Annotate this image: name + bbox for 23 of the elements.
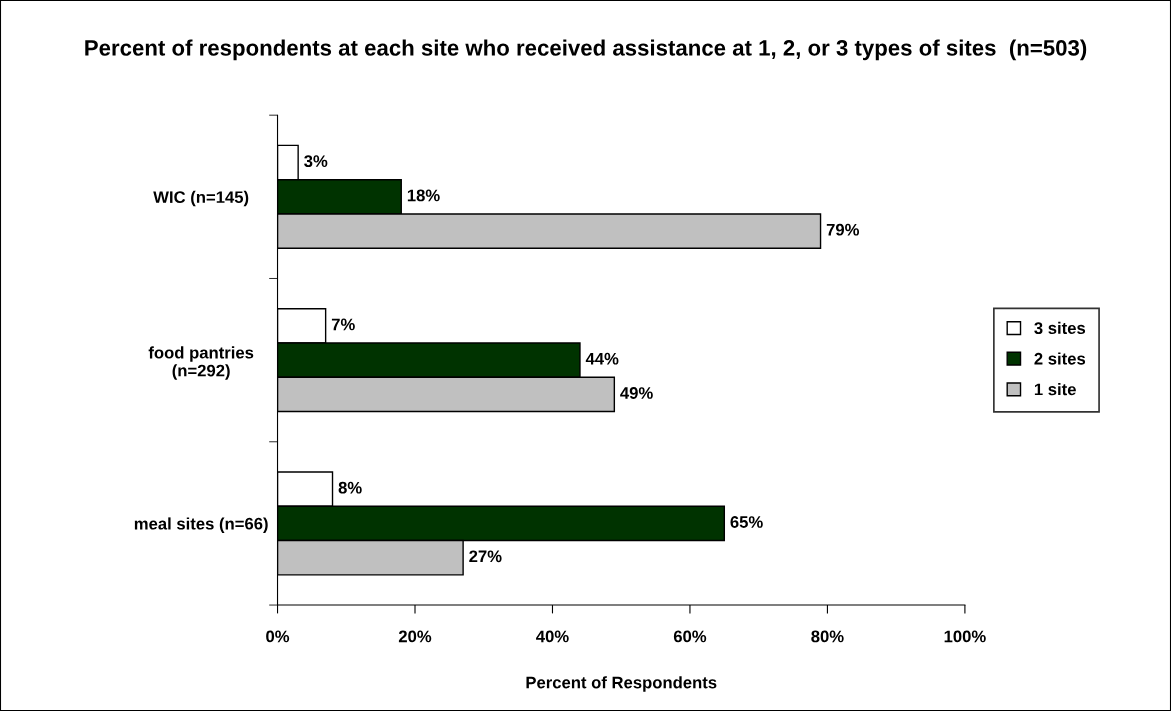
x-axis-title: Percent of Respondents (526, 676, 717, 692)
data-label: 44% (585, 352, 619, 365)
x-tick-label: 80% (811, 630, 844, 643)
legend-label: 2 sites (1034, 352, 1086, 365)
data-label: 49% (620, 387, 653, 399)
x-tick-label: 40% (536, 630, 569, 643)
data-label: 18% (407, 189, 440, 202)
data-label: 3% (304, 155, 328, 168)
data-label: 7% (331, 318, 355, 331)
x-tick-label: 20% (398, 630, 432, 643)
data-label: 8% (338, 481, 362, 494)
legend-label: 1 site (1034, 383, 1076, 396)
y-tick-label: meal sites (n=66) (134, 517, 268, 533)
y-tick-label: food pantries (n=292) (148, 346, 254, 380)
data-label: 65% (730, 516, 763, 528)
legend-label: 3 sites (1034, 321, 1086, 335)
data-label: 79% (826, 223, 860, 236)
x-tick-label: 60% (673, 630, 707, 643)
data-label: 27% (469, 550, 502, 563)
y-tick-label: WIC (n=145) (153, 190, 249, 207)
x-tick-label: 100% (944, 630, 986, 643)
x-tick-label: 0% (266, 630, 290, 643)
chart-title: Percent of respondents at each site who received assistance at 1, 2, or 3 types of sites (n=503) (85, 39, 1087, 61)
